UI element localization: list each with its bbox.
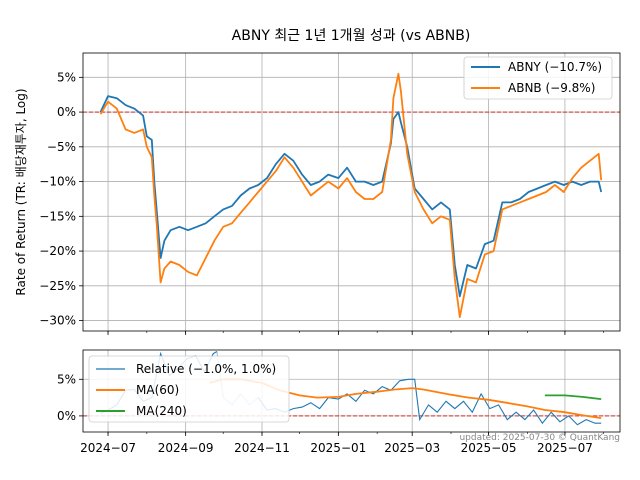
top-axes-frame (82, 52, 621, 332)
y-axis-label: Rate of Return (TR: 배당재투자, Log) (14, 88, 28, 295)
updated-footer: updated: 2025-07-30 © QuantKang (459, 433, 620, 443)
top-legend: ABNY (−10.7%) ABNB (−9.8%) (463, 56, 613, 100)
legend-label-ma240: MA(240) (136, 404, 187, 418)
bottom-y-ticks: 5% 0% (57, 372, 83, 423)
top-ytick-label-2: −5% (47, 140, 76, 154)
top-ytick-label-5: −20% (39, 244, 76, 258)
top-y-ticks: 5% 0% −5% −10% −15% −20% −25% −30% (39, 70, 83, 328)
top-x-ticks (107, 331, 605, 335)
top-grid (83, 53, 620, 331)
bottom-xtick-label-6: 2025−07 (537, 441, 593, 455)
top-ytick-label-4: −15% (39, 209, 76, 223)
bottom-xtick-label-1: 2024−09 (158, 441, 214, 455)
series-line-ma-240 (544, 394, 602, 400)
relative-line-segment-2 (257, 378, 602, 426)
bottom-ytick-label-0: 5% (57, 372, 76, 386)
top-ytick-label-1: 0% (57, 105, 76, 119)
series-line-abny (99, 95, 603, 298)
top-series-lines (99, 72, 603, 319)
bottom-legend-box (88, 355, 290, 423)
top-ytick-label-0: 5% (57, 70, 76, 84)
top-ytick-label-3: −10% (39, 175, 76, 189)
legend-label-relative: Relative (−1.0%, 1.0%) (136, 362, 276, 376)
bottom-xtick-label-0: 2024−07 (80, 441, 136, 455)
bottom-x-ticks: 2024−07 2024−09 2024−11 2025−01 2025−03 2025−… (80, 432, 605, 455)
top-ytick-label-6: −25% (39, 279, 76, 293)
bottom-xtick-label-3: 2025−01 (310, 441, 366, 455)
legend-label-abny: ABNY (−10.7%) (508, 60, 602, 74)
bottom-xtick-label-5: 2025−05 (461, 441, 517, 455)
series-line-abnb (99, 72, 603, 319)
legend-label-abnb: ABNB (−9.8%) (508, 81, 595, 95)
bottom-xtick-label-4: 2025−03 (384, 441, 440, 455)
top-panel: ABNY 최근 1년 1개월 성과 (vs ABNB) Rate of Retu… (14, 28, 621, 335)
chart-title: ABNY 최근 1년 1개월 성과 (vs ABNB) (232, 28, 471, 44)
top-legend-box (463, 56, 613, 100)
bottom-xtick-label-2: 2024−11 (234, 441, 290, 455)
bottom-legend: Relative (−1.0%, 1.0%) MA(60) MA(240) (88, 355, 290, 423)
bottom-axes-frame (82, 349, 621, 433)
bottom-ytick-label-1: 0% (57, 409, 76, 423)
bottom-panel: 5% 0% 2024−07 2024−09 2024−11 2025−01 2025−03… (57, 349, 621, 455)
top-ytick-label-7: −30% (39, 314, 76, 328)
legend-label-ma60: MA(60) (136, 383, 179, 397)
